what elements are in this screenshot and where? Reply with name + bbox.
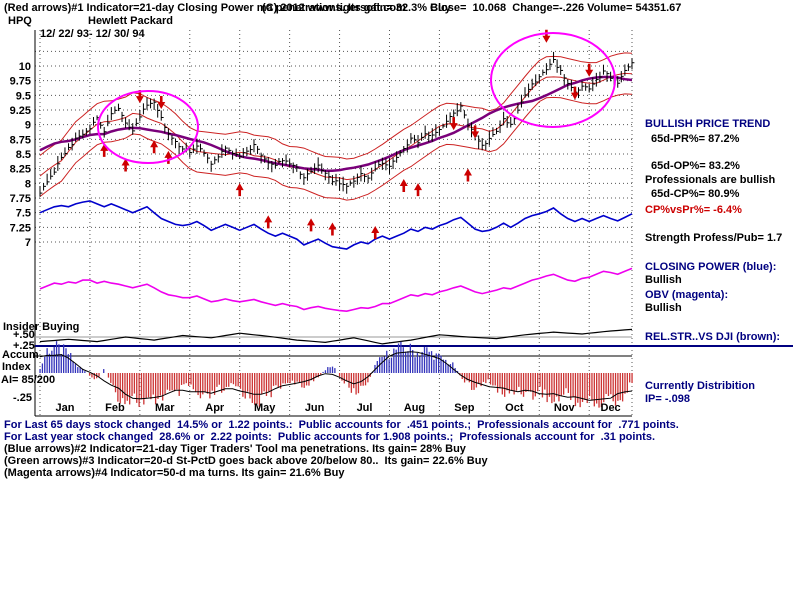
scale-plus25-label: +.25 [13,340,35,352]
svg-text:7: 7 [25,237,31,249]
closing-power-status: Bullish [645,274,682,286]
svg-text:Oct: Oct [505,402,524,414]
svg-text:9.5: 9.5 [16,90,31,102]
indicator2-caption: (Blue arrows)#2 Indicator=21-day Tiger T… [4,443,466,455]
price-bars [39,51,635,197]
svg-text:7.25: 7.25 [10,222,31,234]
op-percent-value: 65d-OP%= 83.2% [651,160,740,172]
svg-text:9: 9 [25,120,31,132]
obv-status: Bullish [645,302,682,314]
svg-text:8.5: 8.5 [16,149,31,161]
obv-line [39,267,633,313]
svg-text:Mar: Mar [155,402,175,414]
scale-plus50-label: +.50 [13,329,35,341]
svg-text:May: May [254,402,276,414]
index-label: Index [2,361,31,373]
accum-label: Accum [2,349,39,361]
signal-arrows [100,29,594,239]
svg-text:7.5: 7.5 [16,208,31,220]
scale-minus25-label: -.25 [13,392,32,404]
svg-text:10: 10 [19,61,31,73]
obv-heading: OBV (magenta): [645,289,729,301]
price-chart-svg: Jan Feb Mar Apr May Jun Jul Aug Sep Oct Nov Dec 10 9.… [10,29,793,417]
ip-value: IP= -.098 [645,393,690,405]
distribution-status: Currently Distribition [645,380,756,392]
cp-percent-value: 65d-CP%= 80.9% [651,188,740,200]
svg-text:Sep: Sep [454,402,474,414]
svg-text:Jan: Jan [55,402,74,414]
axis-labels: Jan Feb Mar Apr May Jun Jul Aug Sep Oct Nov Dec 10 9.… [10,61,621,414]
svg-text:7.75: 7.75 [10,193,31,205]
insider-buying-label: Insider Buying [3,321,80,333]
annotation-ellipses [97,32,616,164]
grid-lines [34,30,793,417]
svg-text:8: 8 [25,178,31,190]
copyright-text: (C) 2012 www.tigersoft.com [262,2,406,14]
svg-text:8.25: 8.25 [10,164,31,176]
svg-text:9.25: 9.25 [10,105,31,117]
closing-power-line [39,200,633,250]
ticker-symbol: HPQ [8,15,32,27]
indicator3-caption: (Green arrows)#3 Indicator=20-d St-PctD … [4,455,488,467]
indicator1-caption: (Red arrows)#1 Indicator=21-day Closing … [4,2,451,14]
indicator4-caption: (Magenta arrows)#4 Indicator=50-d ma tur… [4,467,345,479]
ai-value-label: AI= 85/200 [1,374,56,386]
price-trend-status: BULLISH PRICE TREND [645,118,771,130]
svg-text:Apr: Apr [205,402,225,414]
summary-65day-line: For Last 65 days stock changed 14.5% or … [4,419,679,431]
quote-summary: Close= 10.068 Change=-.226 Volume= 54351… [430,2,682,14]
svg-text:Feb: Feb [105,402,125,414]
date-range: 12/ 22/ 93- 12/ 30/ 94 [40,28,145,40]
pr-percent-value: 65d-PR%= 87.2% [651,133,740,145]
svg-text:8.75: 8.75 [10,134,31,146]
svg-text:Jul: Jul [357,402,373,414]
svg-text:Nov: Nov [554,402,576,414]
strength-ratio-value: Strength Profess/Pub= 1.7 [645,232,783,244]
professionals-status: Professionals are bullish [645,174,776,186]
closing-power-heading: CLOSING POWER (blue): [645,261,777,273]
svg-text:Dec: Dec [601,402,621,414]
accum-index-histogram [39,341,633,408]
insider-buying-line [39,328,633,345]
svg-text:Aug: Aug [404,402,425,414]
svg-text:Jun: Jun [305,402,325,414]
summary-year-line: For Last year stock changed 28.6% or 2.2… [4,431,656,443]
cp-vs-pr-value: CP%vsPr%= -6.4% [645,204,742,216]
rel-str-heading: REL.STR..VS DJI (brown): [645,331,781,343]
company-name: Hewlett Packard [88,15,173,27]
svg-text:9.75: 9.75 [10,76,31,88]
